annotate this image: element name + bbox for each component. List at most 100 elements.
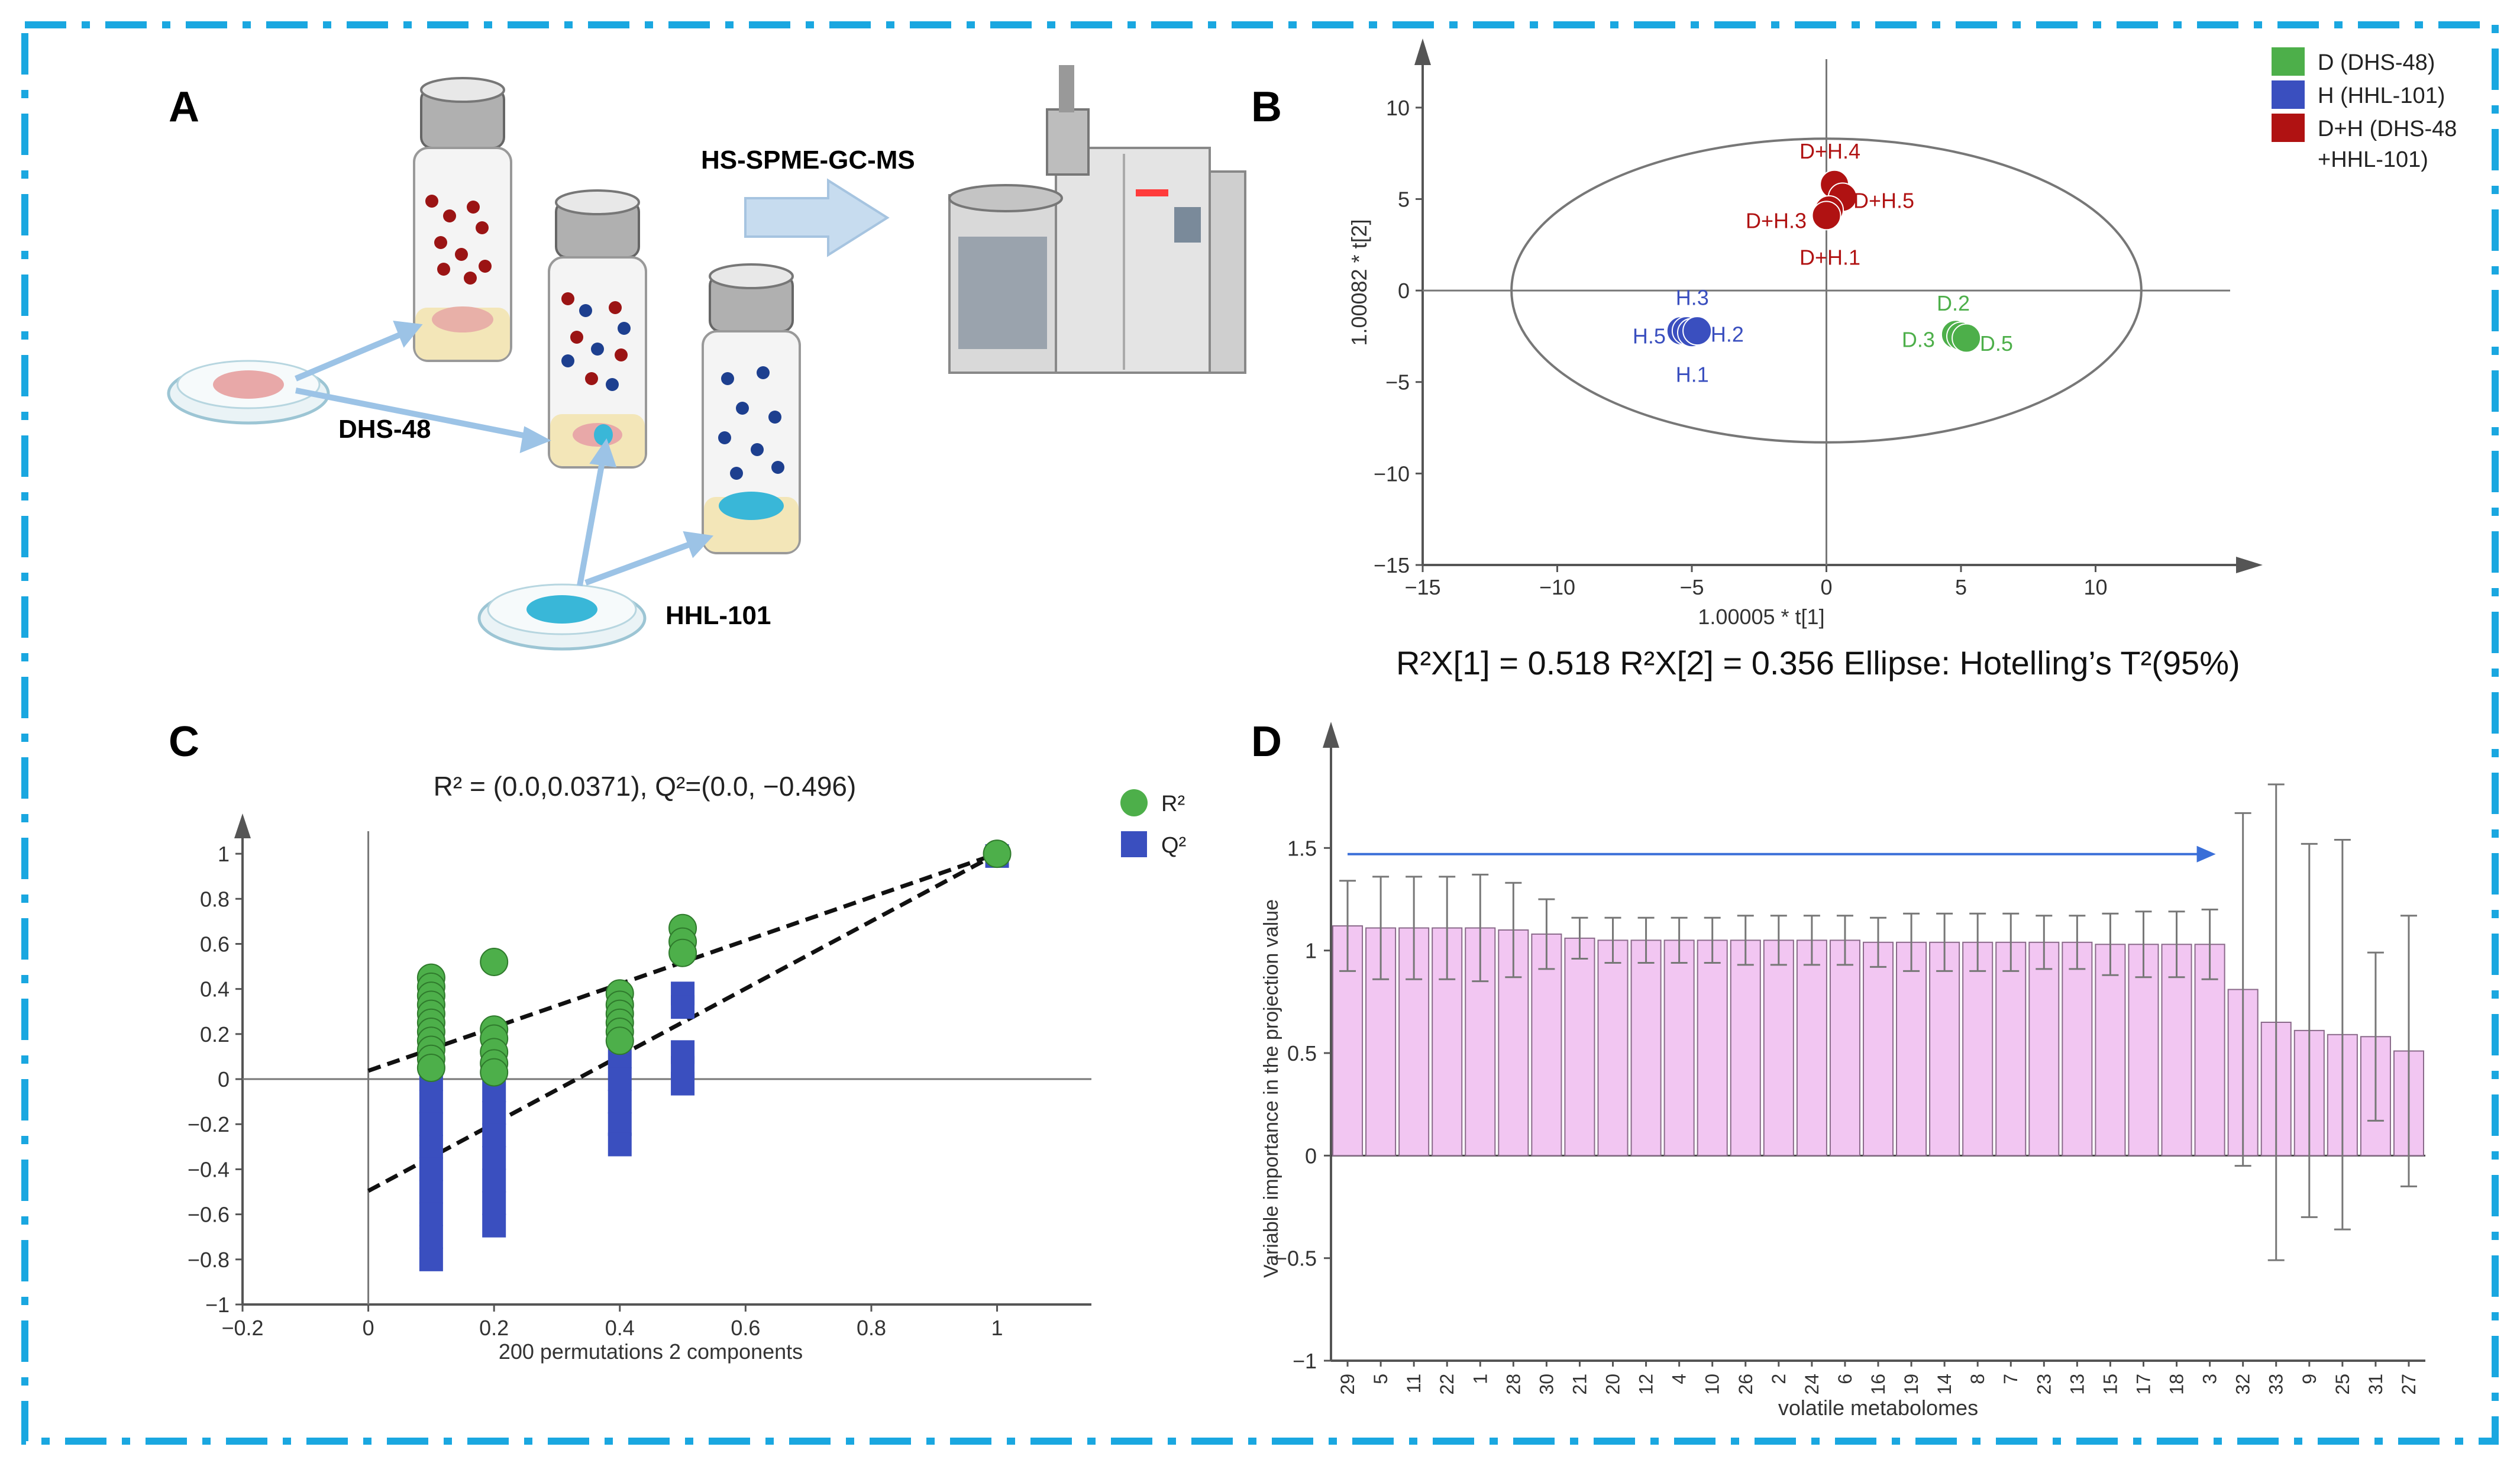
point-label: D.5 <box>1980 331 2013 356</box>
q2-point <box>608 1067 632 1092</box>
y-axis-title: Variable importance in the projection va… <box>1260 899 1282 1278</box>
vip-bar <box>1962 941 1994 1157</box>
x-tick-label: 27 <box>2398 1374 2419 1395</box>
y-tick-label: 0 <box>1398 279 1410 303</box>
point-label: D+H.1 <box>1799 245 1860 269</box>
x-tick-label: 0.4 <box>605 1316 635 1340</box>
vial-hhl101-icon <box>702 263 801 554</box>
x-tick-label: 0.8 <box>857 1316 886 1340</box>
method-label: HS-SPME-GC-MS <box>701 146 915 175</box>
y-tick-label: 1.5 <box>1287 836 1317 860</box>
point-label: D+H.3 <box>1746 209 1807 233</box>
vial-mixed-particles <box>561 292 631 391</box>
y-tick-label: −5 <box>1385 370 1410 395</box>
vip-bar <box>1663 939 1695 1157</box>
y-axis-arrow-icon <box>234 813 251 838</box>
panel-d: D −1 −0.5 0 0.5 1 1.5 Variable importance in t… <box>1251 718 2425 1420</box>
point-label: H.5 <box>1633 324 1666 348</box>
figure-border <box>21 21 2499 1445</box>
vip-bar <box>2095 944 2126 1157</box>
vip-bar <box>1763 939 1794 1157</box>
x-axis-title: 1.00005 * t[1] <box>1698 605 1824 629</box>
legend-swatch-green <box>2272 47 2305 76</box>
legend-label: Q² <box>1161 833 1186 858</box>
r2-point <box>480 947 509 976</box>
particle-dot <box>771 461 784 474</box>
x-tick-label: 30 <box>1536 1374 1557 1395</box>
x-tick-label: 9 <box>2299 1374 2320 1384</box>
r2-point <box>605 1026 634 1055</box>
score-point-H <box>1682 316 1713 346</box>
particle-dot <box>579 304 592 317</box>
point-label: D+H.5 <box>1853 189 1914 213</box>
particle-dot <box>585 372 598 385</box>
strain-label-hhl101: HHL-101 <box>665 601 771 630</box>
x-tick-label: 10 <box>1702 1374 1723 1395</box>
panel-c-label: C <box>169 718 199 766</box>
y-axis-arrow-icon <box>1323 722 1339 748</box>
x-tick-label: 10 <box>2083 575 2107 599</box>
vip-bar <box>1862 941 1894 1157</box>
q2-point <box>419 1180 443 1204</box>
x-tick-label: −15 <box>1404 575 1440 599</box>
legend-swatch-red <box>2272 114 2305 142</box>
point-label: D.3 <box>1902 328 1935 352</box>
point-label: H.1 <box>1676 362 1709 386</box>
particle-dot <box>606 378 619 391</box>
r2-point <box>983 839 1012 868</box>
particle-dot <box>455 248 468 261</box>
panel-c: C −0.2 0 0.2 0.4 0.6 0.8 1 −1 −0.8 −0.6 −0.4 −0.2 0 0… <box>169 718 1186 1364</box>
particle-dot <box>718 431 731 444</box>
hotelling-ellipse <box>1510 137 2143 444</box>
x-tick-label: 16 <box>1868 1374 1889 1395</box>
vip-bar <box>2161 944 2192 1157</box>
x-tick-label: 5 <box>1370 1374 1391 1384</box>
y-tick-label: 10 <box>1386 96 1410 120</box>
panel-a-label: A <box>169 83 199 131</box>
y-tick-label: −10 <box>1374 461 1410 486</box>
y-tick-label: −0.2 <box>188 1112 230 1136</box>
x-tick-label: 0 <box>363 1316 374 1340</box>
x-tick-label: 13 <box>2066 1374 2088 1395</box>
score-point-D <box>1952 323 1982 353</box>
strain-label-dhs48: DHS-48 <box>338 415 431 444</box>
r2-point <box>668 938 697 967</box>
vip-bar <box>1564 937 1595 1157</box>
q2-point <box>482 1168 506 1193</box>
vip-bar <box>1597 939 1629 1157</box>
x-tick-label: 24 <box>1801 1374 1823 1395</box>
vial-dhs48-particles <box>425 195 492 285</box>
vip-bar <box>1531 933 1562 1157</box>
y-tick-label: −0.4 <box>188 1157 230 1181</box>
score-point-D+H <box>1811 201 1841 231</box>
y-tick-label: −15 <box>1374 553 1410 577</box>
y-tick-label: −1 <box>1293 1349 1317 1373</box>
particle-dot <box>757 366 770 379</box>
particle-dot <box>591 343 604 356</box>
vip-bar <box>2028 941 2060 1157</box>
vip-bar <box>1829 939 1860 1157</box>
x-tick-label: 22 <box>1436 1374 1458 1395</box>
legend-swatch-blue <box>2272 80 2305 109</box>
panel-b: B −15 −10 −5 0 5 10 −15 −10 −5 0 5 10 1.00005 * t[1]… <box>1251 38 2457 682</box>
vip-bar <box>1995 941 2027 1157</box>
q2-point <box>419 1202 443 1226</box>
x-tick-label: 6 <box>1834 1374 1856 1384</box>
panel-b-label: B <box>1251 83 1282 131</box>
vip-bar <box>2062 941 2093 1157</box>
particle-dot <box>751 443 764 456</box>
particle-dot <box>736 402 749 415</box>
q2-point <box>671 1071 695 1096</box>
x-axis-arrow-icon <box>2236 557 2263 573</box>
chart-title: R² = (0.0,0.0371), Q²=(0.0, −0.496) <box>434 771 857 802</box>
vip-bar <box>1796 939 1827 1157</box>
x-axis-title: volatile metabolomes <box>1778 1396 1978 1420</box>
x-tick-label: 23 <box>2033 1374 2054 1395</box>
y-tick-label: −0.6 <box>188 1203 230 1227</box>
x-tick-label: 20 <box>1603 1374 1624 1395</box>
y-tick-label: 0.2 <box>200 1022 230 1047</box>
q2-point <box>482 1146 506 1170</box>
petri-dish-dhs48-icon <box>167 360 330 425</box>
x-tick-label: 12 <box>1636 1374 1657 1395</box>
